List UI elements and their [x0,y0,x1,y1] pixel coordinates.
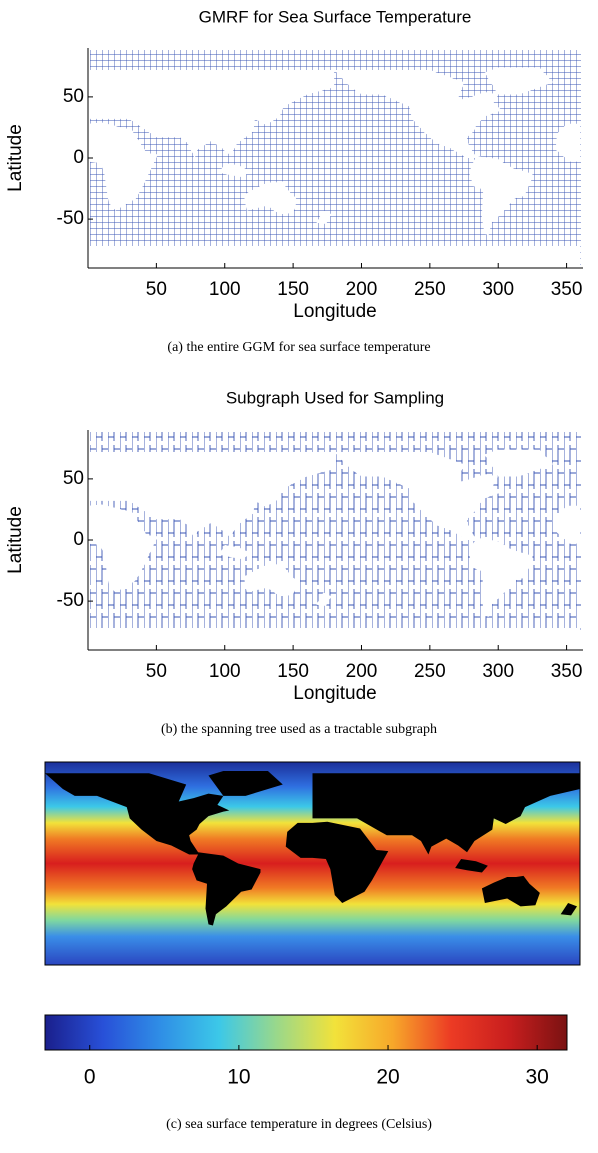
colorbar-tick-label: 30 [525,1066,548,1089]
x-tick-label: 350 [551,279,583,300]
y-tick-label: 50 [63,468,84,489]
chart-title: GMRF for Sea Surface Temperature [199,7,472,26]
x-tick-label: 300 [482,279,514,300]
x-tick-label: 250 [414,279,446,300]
x-tick-label: 50 [146,279,167,300]
caption: (a) the entire GGM for sea surface tempe… [167,340,430,355]
colorbar-tick-label: 20 [376,1066,399,1089]
tree-graph [88,432,581,650]
y-tick-label: -50 [57,208,84,229]
x-tick-label: 200 [346,661,378,682]
x-tick-label: 200 [346,279,378,300]
y-tick-label: -50 [57,590,84,611]
colorbar [44,1014,568,1051]
colorbar-tick-label: 0 [84,1066,96,1089]
x-axis-label: Longitude [293,301,376,322]
caption: (c) sea surface temperature in degrees (… [166,1117,432,1132]
x-tick-label: 350 [551,661,583,682]
temperature-map [45,762,580,965]
x-axis-label: Longitude [293,683,376,704]
x-tick-label: 100 [209,661,241,682]
x-tick-label: 50 [146,661,167,682]
chart-title: Subgraph Used for Sampling [226,388,444,407]
x-tick-label: 250 [414,661,446,682]
x-tick-label: 100 [209,279,241,300]
y-axis-label: Latitude [5,124,26,192]
mesh-graph [88,50,581,268]
colorbar-tick-label: 10 [227,1066,250,1089]
x-tick-label: 150 [277,279,309,300]
map-frame [44,761,581,966]
y-tick-label: 0 [73,147,84,168]
y-tick-label: 50 [63,86,84,107]
y-axis-label: Latitude [5,506,26,574]
y-tick-label: 0 [73,529,84,550]
x-tick-label: 300 [482,661,514,682]
caption: (b) the spanning tree used as a tractabl… [161,722,437,737]
x-tick-label: 150 [277,661,309,682]
